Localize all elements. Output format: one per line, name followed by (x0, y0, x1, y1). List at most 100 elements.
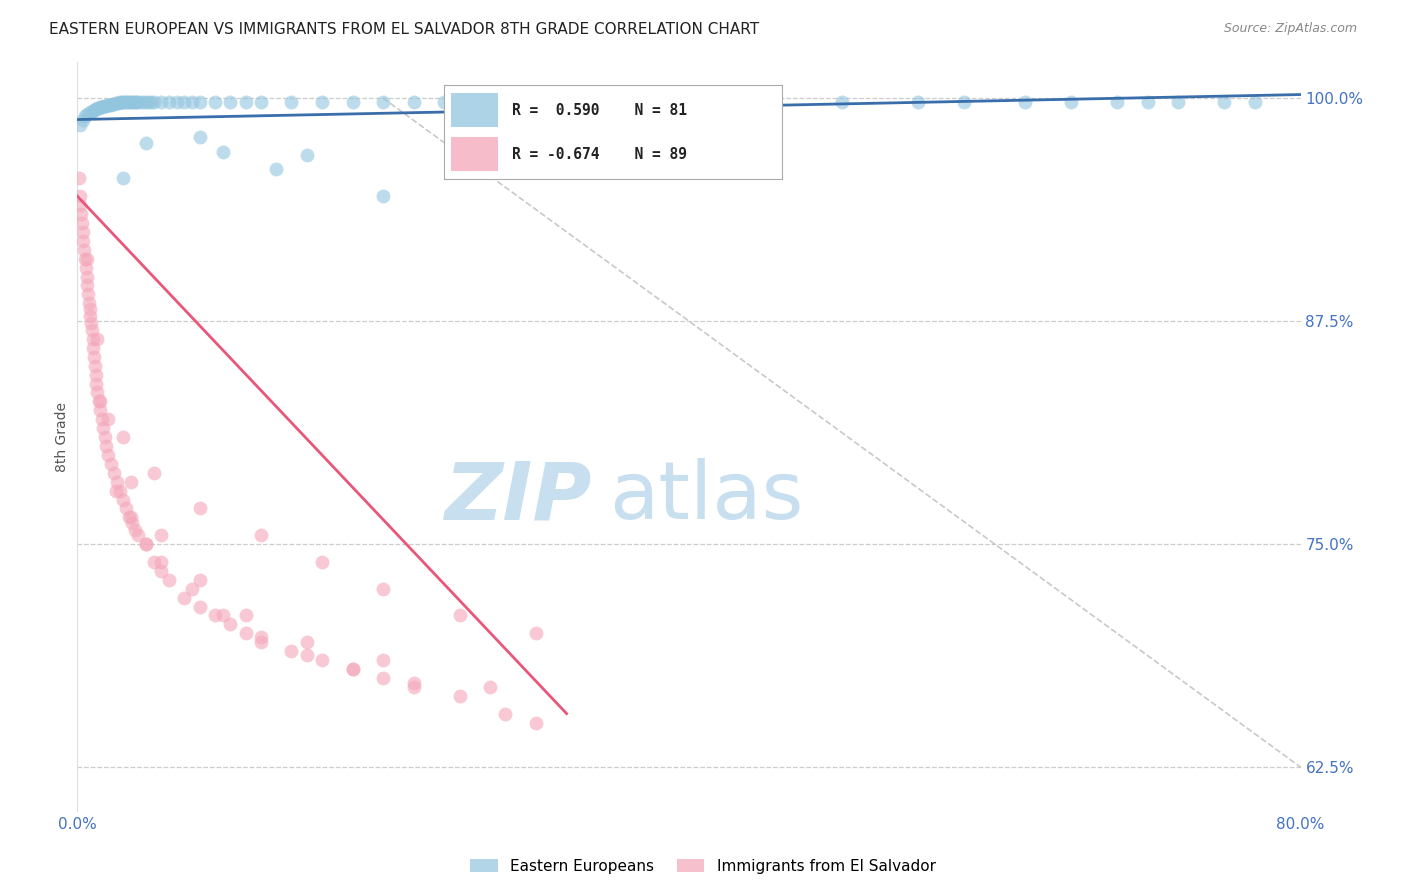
Point (112, 95, 135, 109)
Point (77, 296, 100, 310)
Point (128, 95, 150, 109)
Point (122, 95, 145, 109)
Point (953, 95, 976, 109)
Point (907, 95, 929, 109)
Point (105, 96, 128, 111)
Point (83, 350, 105, 364)
Point (89, 100, 111, 114)
Point (73, 243, 96, 257)
Point (84, 368, 107, 382)
Text: EASTERN EUROPEAN VS IMMIGRANTS FROM EL SALVADOR 8TH GRADE CORRELATION CHART: EASTERN EUROPEAN VS IMMIGRANTS FROM EL S… (49, 22, 759, 37)
Legend: Eastern Europeans, Immigrants from El Salvador: Eastern Europeans, Immigrants from El Sa… (464, 853, 942, 880)
Point (479, 680, 502, 694)
Point (89, 403, 111, 417)
Point (342, 662, 364, 676)
Point (342, 95, 364, 109)
Point (311, 653, 333, 667)
Point (235, 608, 257, 623)
Point (135, 537, 157, 551)
Point (188, 573, 211, 587)
Point (120, 475, 142, 489)
Point (1213, 95, 1236, 109)
Point (82, 332, 104, 346)
Point (173, 591, 195, 605)
Point (118, 510, 141, 524)
Point (75, 260, 97, 275)
Point (181, 582, 204, 596)
Point (311, 95, 333, 109)
Point (181, 95, 204, 109)
Point (84, 102, 107, 116)
Point (295, 648, 318, 662)
Point (121, 95, 143, 109)
Point (86, 376, 108, 391)
Point (90, 412, 112, 426)
Point (371, 582, 394, 596)
Point (86, 332, 108, 346)
Point (754, 95, 776, 109)
Point (112, 171, 135, 186)
Point (98, 98, 121, 112)
Point (135, 136, 157, 150)
Point (112, 492, 135, 507)
Point (73, 252, 96, 266)
Point (188, 95, 211, 109)
Point (495, 706, 517, 721)
Point (211, 608, 233, 623)
Point (204, 608, 226, 623)
Point (124, 95, 146, 109)
Point (150, 95, 173, 109)
Text: ZIP: ZIP (444, 458, 591, 536)
Point (173, 95, 195, 109)
Point (280, 95, 302, 109)
Point (371, 653, 394, 667)
Point (97, 98, 120, 112)
Point (142, 95, 165, 109)
Point (120, 95, 142, 109)
Point (157, 573, 180, 587)
Point (87, 394, 110, 409)
Point (87, 101, 110, 115)
Point (83, 103, 105, 117)
Point (104, 96, 127, 111)
Text: atlas: atlas (609, 458, 804, 536)
Point (117, 95, 139, 109)
Point (103, 96, 125, 111)
Point (76, 269, 98, 284)
Point (402, 676, 425, 690)
Point (80, 323, 103, 337)
Point (188, 501, 211, 516)
Y-axis label: 8th Grade: 8th Grade (55, 402, 69, 472)
Point (524, 715, 547, 730)
Point (219, 617, 242, 632)
Text: Source: ZipAtlas.com: Source: ZipAtlas.com (1223, 22, 1357, 36)
Point (204, 95, 226, 109)
Point (82, 341, 104, 355)
Point (135, 537, 157, 551)
Point (250, 630, 273, 644)
Point (76, 278, 98, 293)
Point (524, 95, 547, 109)
Point (69, 189, 91, 203)
Point (449, 608, 471, 623)
Point (371, 671, 394, 685)
Point (142, 555, 165, 569)
Point (150, 528, 173, 542)
Text: R = -0.674    N = 89: R = -0.674 N = 89 (512, 146, 686, 161)
Point (101, 97, 124, 112)
Point (134, 95, 156, 109)
Point (79, 309, 101, 323)
Point (142, 466, 165, 480)
Point (235, 626, 257, 640)
Point (114, 95, 136, 109)
Point (219, 95, 242, 109)
Point (79, 105, 101, 120)
Point (112, 430, 135, 444)
Point (76, 107, 98, 121)
Point (89, 394, 111, 409)
Point (250, 635, 273, 649)
Point (295, 635, 318, 649)
Point (100, 457, 122, 471)
Point (72, 225, 94, 239)
Point (250, 95, 273, 109)
